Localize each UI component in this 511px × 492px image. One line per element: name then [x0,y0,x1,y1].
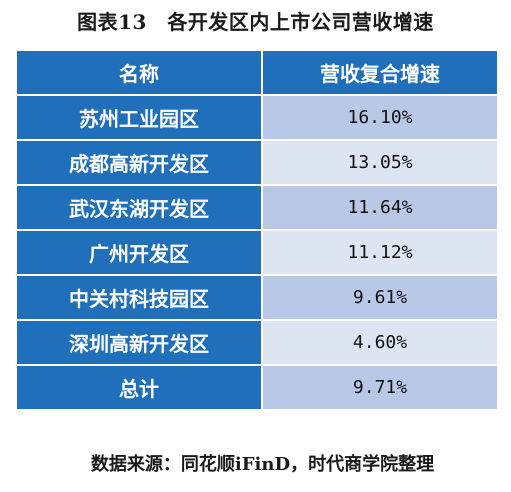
row-name-cell: 深圳高新开发区 [15,319,263,366]
row-value-cell: 13.05% [261,139,499,186]
table-row: 成都高新开发区 13.05% [15,139,499,186]
row-name-cell: 中关村科技园区 [15,274,263,321]
row-value-cell: 4.60% [261,319,499,366]
column-header-name: 名称 [15,49,263,96]
row-value-cell: 9.61% [261,274,499,321]
table-row: 苏州工业园区 16.10% [15,94,499,141]
source-note: 数据来源：同花顺iFinD，时代商学院整理 [90,454,435,475]
table-row: 深圳高新开发区 4.60% [15,319,499,366]
total-value-cell: 9.71% [261,364,499,411]
row-value-cell: 16.10% [261,94,499,141]
table-row: 广州开发区 11.12% [15,229,499,276]
figure-title: 图表13 各开发区内上市公司营收增速 [77,10,434,34]
table-total-row: 总计 9.71% [15,364,499,411]
table-header-row: 名称 营收复合增速 [15,49,499,96]
row-name-cell: 广州开发区 [15,229,263,276]
row-name-cell: 武汉东湖开发区 [15,184,263,231]
total-name-cell: 总计 [15,364,263,411]
row-value-cell: 11.64% [261,184,499,231]
row-value-cell: 11.12% [261,229,499,276]
table-row: 中关村科技园区 9.61% [15,274,499,321]
growth-table: 名称 营收复合增速 苏州工业园区 16.10% 成都高新开发区 13.05% 武… [15,49,499,411]
table-row: 武汉东湖开发区 11.64% [15,184,499,231]
row-name-cell: 苏州工业园区 [15,94,263,141]
row-name-cell: 成都高新开发区 [15,139,263,186]
column-header-growth: 营收复合增速 [261,49,499,96]
